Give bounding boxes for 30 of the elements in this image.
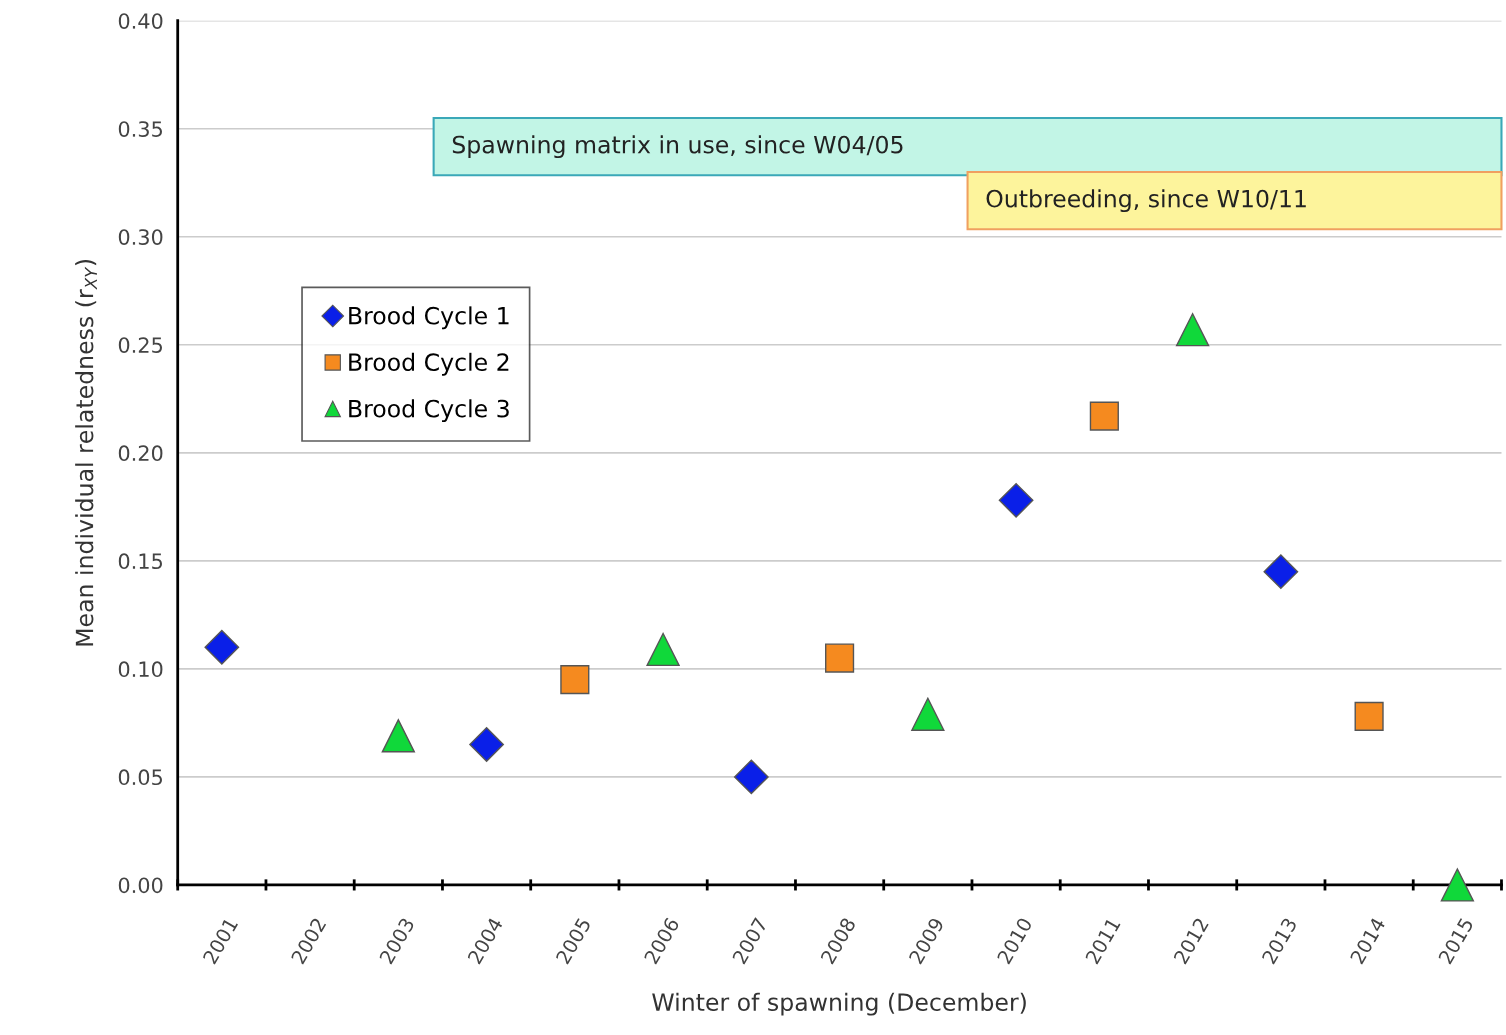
point	[733, 759, 769, 795]
y-tick-label: 0.15	[118, 553, 162, 570]
point	[1175, 312, 1210, 347]
legend-label: Brood Cycle 2	[349, 352, 509, 376]
point	[381, 719, 416, 753]
y-tick-label: 0.10	[118, 661, 163, 678]
y-tick-label: 0.35	[118, 121, 162, 137]
point	[825, 643, 855, 673]
point	[1263, 554, 1299, 590]
point	[560, 665, 590, 695]
legend-label: Brood Cycle 3	[349, 399, 509, 423]
annotation: Outbreeding, since W10/11	[986, 189, 1306, 213]
y-tick-label: 0.00	[118, 877, 163, 894]
y-tick-label: 0.40	[118, 13, 163, 29]
point	[204, 629, 240, 665]
point	[998, 482, 1034, 518]
x-axis-title: Winter of spawning (December)	[652, 992, 1026, 1016]
point	[911, 697, 945, 731]
y-tick-label: 0.20	[118, 445, 163, 462]
y-tick-label: 0.30	[118, 229, 163, 245]
point	[1089, 401, 1119, 431]
y-tick-label: 0.25	[118, 337, 162, 353]
y-axis-title: Mean individual relatedness (r$_{XY}$)	[75, 259, 97, 646]
legend-label: Brood Cycle 1	[349, 306, 509, 330]
point	[1354, 701, 1384, 731]
y-tick-label: 0.05	[118, 769, 162, 786]
point	[1440, 868, 1475, 902]
point	[646, 632, 680, 667]
annotation: Spawning matrix in use, since W04/05	[452, 135, 903, 159]
point	[469, 727, 504, 762]
